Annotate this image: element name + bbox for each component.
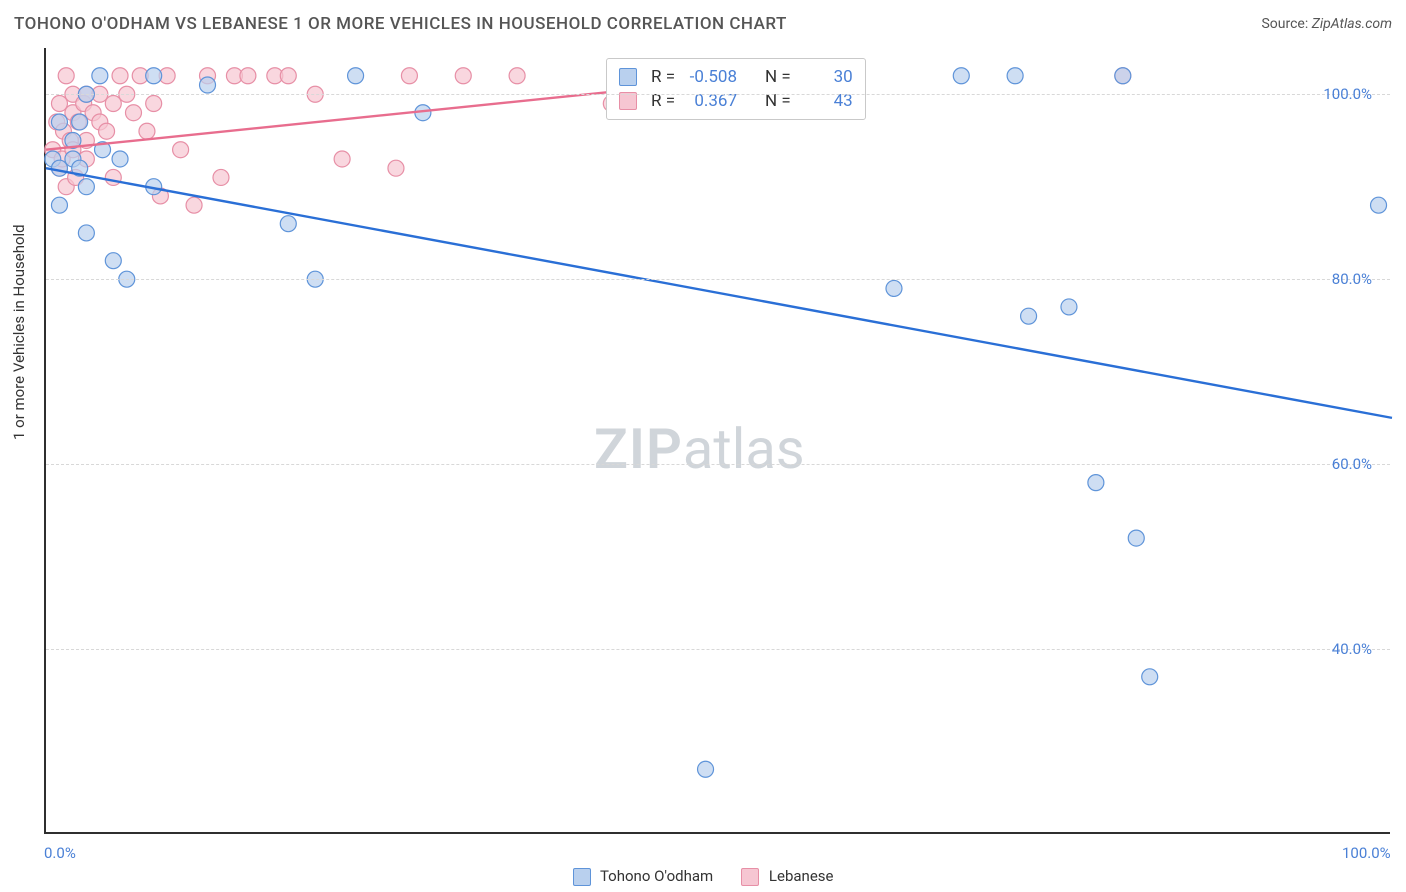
data-point (1128, 530, 1144, 546)
data-point (105, 95, 121, 111)
r-value-tohono: -0.508 (683, 67, 737, 87)
data-point (698, 761, 714, 777)
data-point (886, 280, 902, 296)
data-point (334, 151, 350, 167)
data-point (125, 105, 141, 121)
x-tick-label: 0.0% (44, 844, 76, 862)
gridline (46, 279, 1390, 280)
swatch-lebanese-icon (741, 868, 759, 886)
gridline (46, 94, 1390, 95)
data-point (1371, 197, 1387, 213)
data-point (146, 68, 162, 84)
data-point (139, 123, 155, 139)
data-point (1021, 308, 1037, 324)
source-value: ZipAtlas.com (1312, 16, 1392, 32)
stats-row-tohono: R = -0.508 N = 30 (619, 65, 853, 89)
data-point (92, 68, 108, 84)
r-label: R = (651, 67, 675, 87)
data-point (1142, 669, 1158, 685)
y-tick-label: 40.0% (1332, 640, 1372, 658)
data-point (280, 216, 296, 232)
x-tick-label: 100.0% (1342, 844, 1391, 862)
data-point (1088, 475, 1104, 491)
trend-line (46, 168, 1392, 418)
data-point (401, 68, 417, 84)
source-label: Source: (1261, 16, 1308, 32)
data-point (348, 68, 364, 84)
stats-box: R = -0.508 N = 30 R = 0.367 N = 43 (606, 58, 866, 120)
gridline (46, 464, 1390, 465)
bottom-legend: Tohono O'odham Lebanese (0, 867, 1406, 886)
data-point (105, 169, 121, 185)
legend-label-lebanese: Lebanese (769, 867, 834, 885)
n-label: N = (765, 67, 791, 87)
swatch-tohono-icon (619, 68, 637, 86)
gridline (46, 649, 1390, 650)
data-point (99, 123, 115, 139)
chart-svg (46, 48, 1390, 832)
legend-label-tohono: Tohono O'odham (600, 867, 713, 885)
n-value-tohono: 30 (799, 67, 853, 87)
y-tick-label: 60.0% (1332, 455, 1372, 473)
data-point (51, 197, 67, 213)
data-point (509, 68, 525, 84)
data-point (112, 68, 128, 84)
data-point (78, 179, 94, 195)
legend-item-tohono: Tohono O'odham (573, 867, 714, 886)
data-point (455, 68, 471, 84)
data-point (240, 68, 256, 84)
swatch-tohono-icon (573, 868, 591, 886)
y-tick-label: 80.0% (1332, 270, 1372, 288)
data-point (1115, 68, 1131, 84)
data-point (953, 68, 969, 84)
plot-area: R = -0.508 N = 30 R = 0.367 N = 43 ZIPat… (44, 48, 1390, 834)
source-attribution: Source: ZipAtlas.com (1261, 16, 1392, 32)
data-point (51, 114, 67, 130)
data-point (105, 253, 121, 269)
data-point (280, 68, 296, 84)
data-point (1061, 299, 1077, 315)
data-point (78, 225, 94, 241)
header: TOHONO O'ODHAM VS LEBANESE 1 OR MORE VEH… (0, 0, 1406, 48)
y-tick-label: 100.0% (1323, 85, 1372, 103)
data-point (51, 160, 67, 176)
data-point (51, 95, 67, 111)
data-point (112, 151, 128, 167)
y-axis-label: 1 or more Vehicles in Household (10, 224, 28, 440)
data-point (72, 114, 88, 130)
data-point (200, 77, 216, 93)
data-point (1007, 68, 1023, 84)
chart-title: TOHONO O'ODHAM VS LEBANESE 1 OR MORE VEH… (14, 14, 787, 34)
data-point (186, 197, 202, 213)
data-point (213, 169, 229, 185)
data-point (388, 160, 404, 176)
data-point (146, 95, 162, 111)
data-point (173, 142, 189, 158)
stats-row-lebanese: R = 0.367 N = 43 (619, 89, 853, 113)
legend-item-lebanese: Lebanese (741, 867, 833, 886)
data-point (58, 68, 74, 84)
